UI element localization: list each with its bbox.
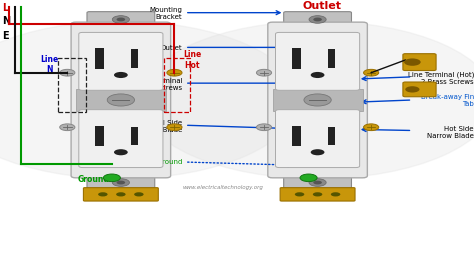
Text: Mounting
Bracket: Mounting Bracket <box>150 7 182 20</box>
Circle shape <box>112 17 129 24</box>
Bar <box>95 49 104 70</box>
Circle shape <box>117 181 125 185</box>
Text: Earth / Ground: Earth / Ground <box>131 158 182 164</box>
FancyBboxPatch shape <box>275 110 360 168</box>
Circle shape <box>60 70 75 77</box>
Text: Outlet: Outlet <box>161 45 182 51</box>
Text: Line Terminal (Hot)
2 Brass Screws: Line Terminal (Hot) 2 Brass Screws <box>408 71 474 84</box>
Bar <box>95 126 104 147</box>
FancyBboxPatch shape <box>79 110 163 168</box>
FancyBboxPatch shape <box>403 83 436 97</box>
Circle shape <box>98 193 108 197</box>
Circle shape <box>60 124 75 131</box>
Bar <box>164 58 190 113</box>
Bar <box>292 49 301 70</box>
Circle shape <box>313 193 322 197</box>
Circle shape <box>107 94 135 107</box>
Text: Ground: Ground <box>78 174 110 184</box>
Circle shape <box>364 70 379 77</box>
Circle shape <box>103 174 120 182</box>
Text: www.electricaltechnology.org: www.electricaltechnology.org <box>182 184 263 189</box>
Bar <box>292 126 301 147</box>
Circle shape <box>313 181 322 185</box>
Bar <box>328 50 335 69</box>
Bar <box>328 127 335 146</box>
Text: How to Wire a Standard Outelt Receptacle?: How to Wire a Standard Outelt Receptacle… <box>40 224 434 239</box>
FancyBboxPatch shape <box>280 188 355 201</box>
FancyBboxPatch shape <box>79 33 163 91</box>
Circle shape <box>310 73 325 79</box>
FancyBboxPatch shape <box>275 33 360 91</box>
FancyBboxPatch shape <box>83 188 158 201</box>
Circle shape <box>167 124 182 131</box>
Circle shape <box>112 179 129 187</box>
Circle shape <box>256 124 272 131</box>
FancyBboxPatch shape <box>268 23 367 178</box>
Circle shape <box>364 124 379 131</box>
Circle shape <box>309 17 326 24</box>
Text: Line
Hot: Line Hot <box>183 50 201 70</box>
Circle shape <box>300 174 317 182</box>
Bar <box>131 127 138 146</box>
Circle shape <box>0 22 298 179</box>
Circle shape <box>309 179 326 187</box>
Bar <box>76 90 166 111</box>
Circle shape <box>116 193 126 197</box>
FancyBboxPatch shape <box>87 13 155 28</box>
Circle shape <box>134 193 144 197</box>
FancyBboxPatch shape <box>87 173 155 188</box>
Text: L: L <box>2 3 9 13</box>
Circle shape <box>405 87 419 93</box>
Text: Neutral Terminal
2 Silver Screws: Neutral Terminal 2 Silver Screws <box>125 77 182 90</box>
Text: Hot Side
Narrow Blade: Hot Side Narrow Blade <box>427 125 474 138</box>
Circle shape <box>313 19 322 22</box>
Bar <box>131 50 138 69</box>
Circle shape <box>114 73 128 79</box>
Text: Neutral Side
Wide Blade: Neutral Side Wide Blade <box>139 119 182 132</box>
Text: Line
N: Line N <box>41 55 59 74</box>
Text: N: N <box>2 16 10 26</box>
Circle shape <box>117 19 125 22</box>
Text: Outlet: Outlet <box>303 1 342 11</box>
Circle shape <box>304 94 331 107</box>
Text: E: E <box>2 31 9 41</box>
FancyBboxPatch shape <box>403 55 436 71</box>
Circle shape <box>310 150 325 156</box>
FancyBboxPatch shape <box>71 23 171 178</box>
Circle shape <box>331 193 340 197</box>
FancyBboxPatch shape <box>283 13 351 28</box>
Circle shape <box>140 22 474 179</box>
Circle shape <box>114 150 128 156</box>
Bar <box>273 90 363 111</box>
Bar <box>58 58 86 113</box>
Circle shape <box>404 59 421 67</box>
FancyBboxPatch shape <box>283 173 351 188</box>
Text: Break-away Fin
Tab: Break-away Fin Tab <box>421 94 474 107</box>
Circle shape <box>256 70 272 77</box>
Circle shape <box>295 193 304 197</box>
Circle shape <box>167 70 182 77</box>
